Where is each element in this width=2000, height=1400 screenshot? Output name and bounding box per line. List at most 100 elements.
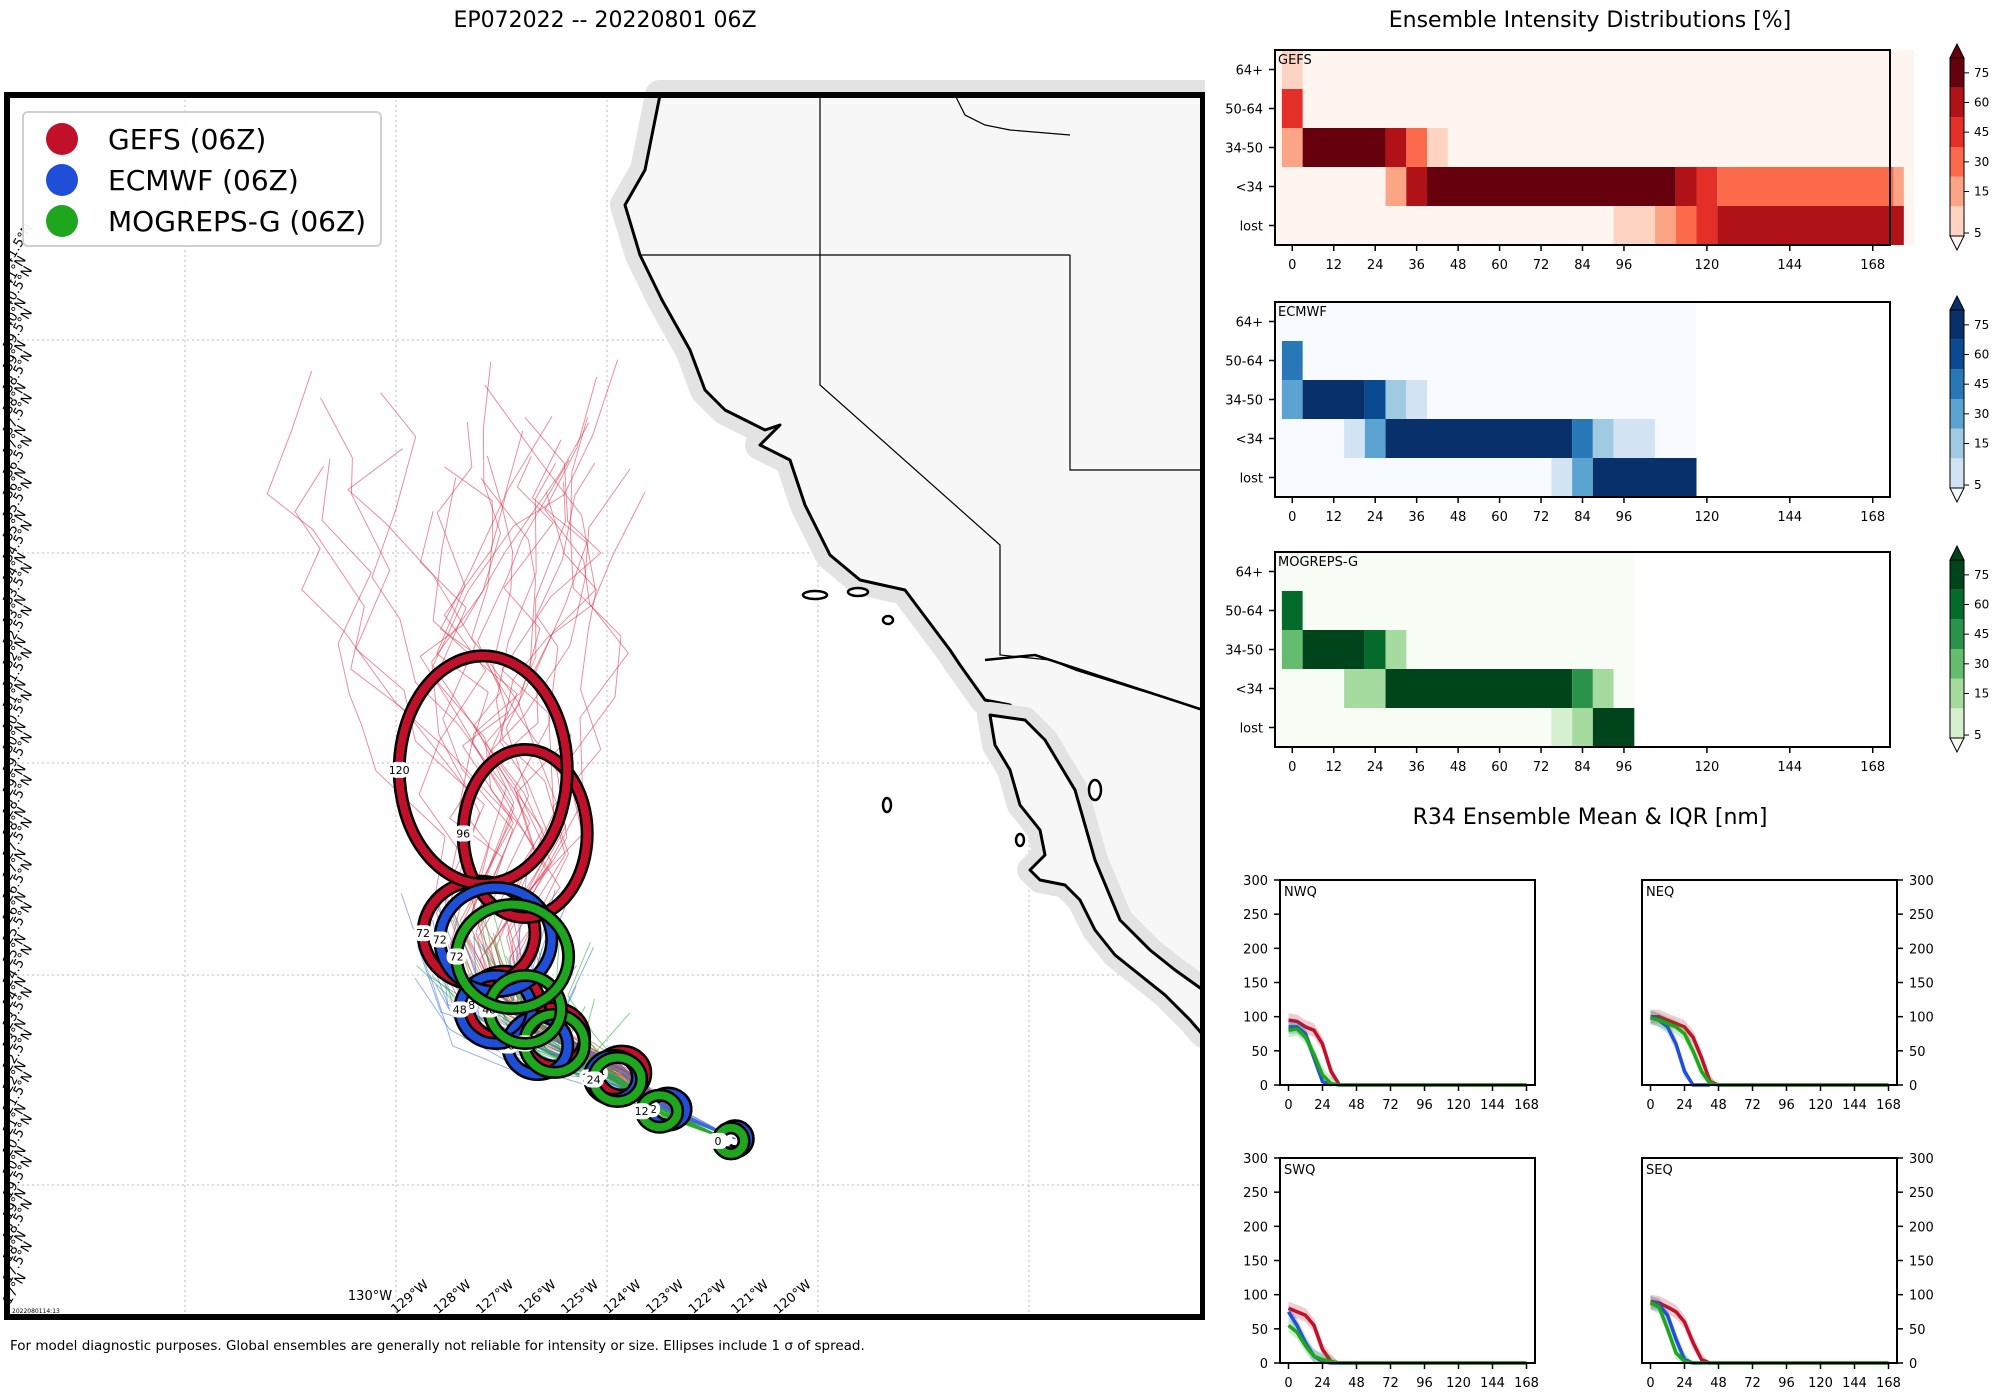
colorbar-tick-label: 75: [1974, 66, 1989, 80]
hour-tick-label: 84: [1574, 760, 1591, 775]
y-tick-label: 200: [1909, 1220, 1934, 1235]
colorbar-tick-label: 5: [1974, 226, 1982, 240]
iqr-band: [1650, 1009, 1710, 1085]
heat-cell: [1281, 50, 1303, 89]
hour-tick-label: 24: [1367, 258, 1384, 273]
y-tick-label: 0: [1909, 1357, 1917, 1372]
heat-cell: [1281, 89, 1303, 128]
colorbar-bin: [1950, 206, 1964, 236]
mean-line: [1288, 1027, 1527, 1087]
hour-label: 72: [416, 927, 430, 940]
row-label: 50-64: [1225, 103, 1263, 118]
y-tick-label: 100: [1909, 1011, 1934, 1026]
y-tick-label: 300: [1243, 874, 1268, 889]
heat-cell: [1592, 458, 1697, 497]
hour-tick-label: 36: [1408, 510, 1425, 525]
colorbar-frame: [1949, 57, 1965, 237]
hour-tick-label: 12: [1325, 510, 1342, 525]
heat-cell: [1302, 380, 1365, 419]
heat-panel-name: MOGREPS-G: [1278, 555, 1358, 570]
footnote: For model diagnostic purposes. Global en…: [10, 1338, 865, 1354]
hour-tick-label: 120: [1694, 258, 1719, 273]
hour-tick-label: 144: [1777, 760, 1802, 775]
x-tick-label: 144: [1842, 1098, 1867, 1113]
x-tick-label: 0: [1646, 1098, 1654, 1113]
hour-tick-label: 24: [1367, 760, 1384, 775]
y-tick-label: 200: [1909, 942, 1934, 957]
heat-cell: [1302, 630, 1365, 669]
heat-cell: [1385, 669, 1573, 708]
r34-panel-swq: SWQ 0 24 48 72 96 120 144 168 0 50 100 150 200 250 300: [1243, 1152, 1539, 1391]
heat-cell: [1406, 380, 1428, 419]
row-label: 34-50: [1225, 394, 1263, 409]
x-tick-label: 96: [1778, 1376, 1795, 1391]
timestamp-stamp: 2022080114:13: [12, 1308, 60, 1315]
intensity-title: Ensemble Intensity Distributions [%]: [1388, 8, 1792, 33]
r34-frame: [1279, 879, 1536, 1086]
hour-tick-label: 0: [1288, 760, 1296, 775]
y-tick-label: 100: [1909, 1289, 1934, 1304]
x-tick-label: 120: [1808, 1098, 1833, 1113]
row-label: 50-64: [1225, 605, 1263, 620]
colorbar-bin: [1950, 310, 1964, 340]
row-label: lost: [1240, 220, 1263, 235]
heat-cell: [1344, 419, 1365, 458]
x-tick-label: 144: [1480, 1098, 1505, 1113]
row-label: 34-50: [1225, 142, 1263, 157]
hour-tick-label: 0: [1288, 258, 1296, 273]
colorbar-tick-label: 30: [1974, 155, 1989, 169]
heat-cell: [1385, 380, 1407, 419]
heat-cell: [1655, 206, 1676, 245]
row-label: 34-50: [1225, 644, 1263, 659]
hour-tick-label: 72: [1533, 258, 1550, 273]
hour-tick-label: 96: [1616, 510, 1633, 525]
legend-entry-gefs: GEFS (06Z): [46, 121, 266, 157]
colorbar-tick-label: 30: [1974, 407, 1989, 421]
mean-line: [1649, 1301, 1889, 1365]
x-tick-label: 0: [1284, 1098, 1292, 1113]
hour-tick-label: 96: [1616, 258, 1633, 273]
x-tick-label: 120: [1446, 1098, 1471, 1113]
heat-cell: [1364, 630, 1386, 669]
y-tick-label: 300: [1243, 1152, 1268, 1167]
y-tick-label: 50: [1251, 1323, 1268, 1338]
colorbar-bin: [1950, 649, 1964, 679]
lon-label: 130°W: [348, 1289, 392, 1304]
row-label: 50-64: [1225, 355, 1263, 370]
heat-cell: [1385, 630, 1407, 669]
y-tick-label: 250: [1909, 908, 1934, 923]
colorbar-bin: [1950, 117, 1964, 147]
heat-cell: [1696, 206, 1718, 245]
colorbar-tick-label: 45: [1974, 125, 1989, 139]
hour-label-bg: [446, 948, 467, 965]
y-tick-label: 150: [1909, 1255, 1934, 1270]
y-tick-label: 50: [1251, 1045, 1268, 1060]
colorbar-frame: [1949, 559, 1965, 739]
colorbar-tick-label: 15: [1974, 185, 1989, 199]
y-tick-label: 250: [1243, 1186, 1268, 1201]
colorbar-tick-label: 5: [1974, 478, 1982, 492]
hour-label: 72: [450, 950, 464, 963]
y-tick-label: 300: [1909, 1152, 1934, 1167]
colorbar-bin: [1950, 399, 1964, 429]
heat-cell: [1302, 128, 1386, 167]
x-tick-label: 168: [1876, 1376, 1901, 1391]
colorbar-tick-label: 75: [1974, 318, 1989, 332]
hour-label: 12: [635, 1105, 649, 1118]
hour-tick-label: 84: [1574, 510, 1591, 525]
colorbar-bin: [1950, 339, 1964, 370]
heat-cell: [1717, 206, 1904, 245]
y-tick-label: 150: [1909, 977, 1934, 992]
hour-tick-label: 96: [1616, 760, 1633, 775]
heat-cell: [1717, 167, 1894, 206]
hour-label-bg: [708, 1132, 728, 1149]
y-tick-label: 250: [1243, 908, 1268, 923]
x-tick-label: 96: [1416, 1376, 1433, 1391]
hour-label-bg: [453, 825, 474, 842]
heat-cell: [1364, 419, 1386, 458]
heat-cell: [1281, 591, 1303, 630]
heat-cell: [1551, 708, 1573, 747]
colorbar-frame: [1949, 309, 1965, 489]
r34-panel-name: SWQ: [1284, 1163, 1315, 1178]
